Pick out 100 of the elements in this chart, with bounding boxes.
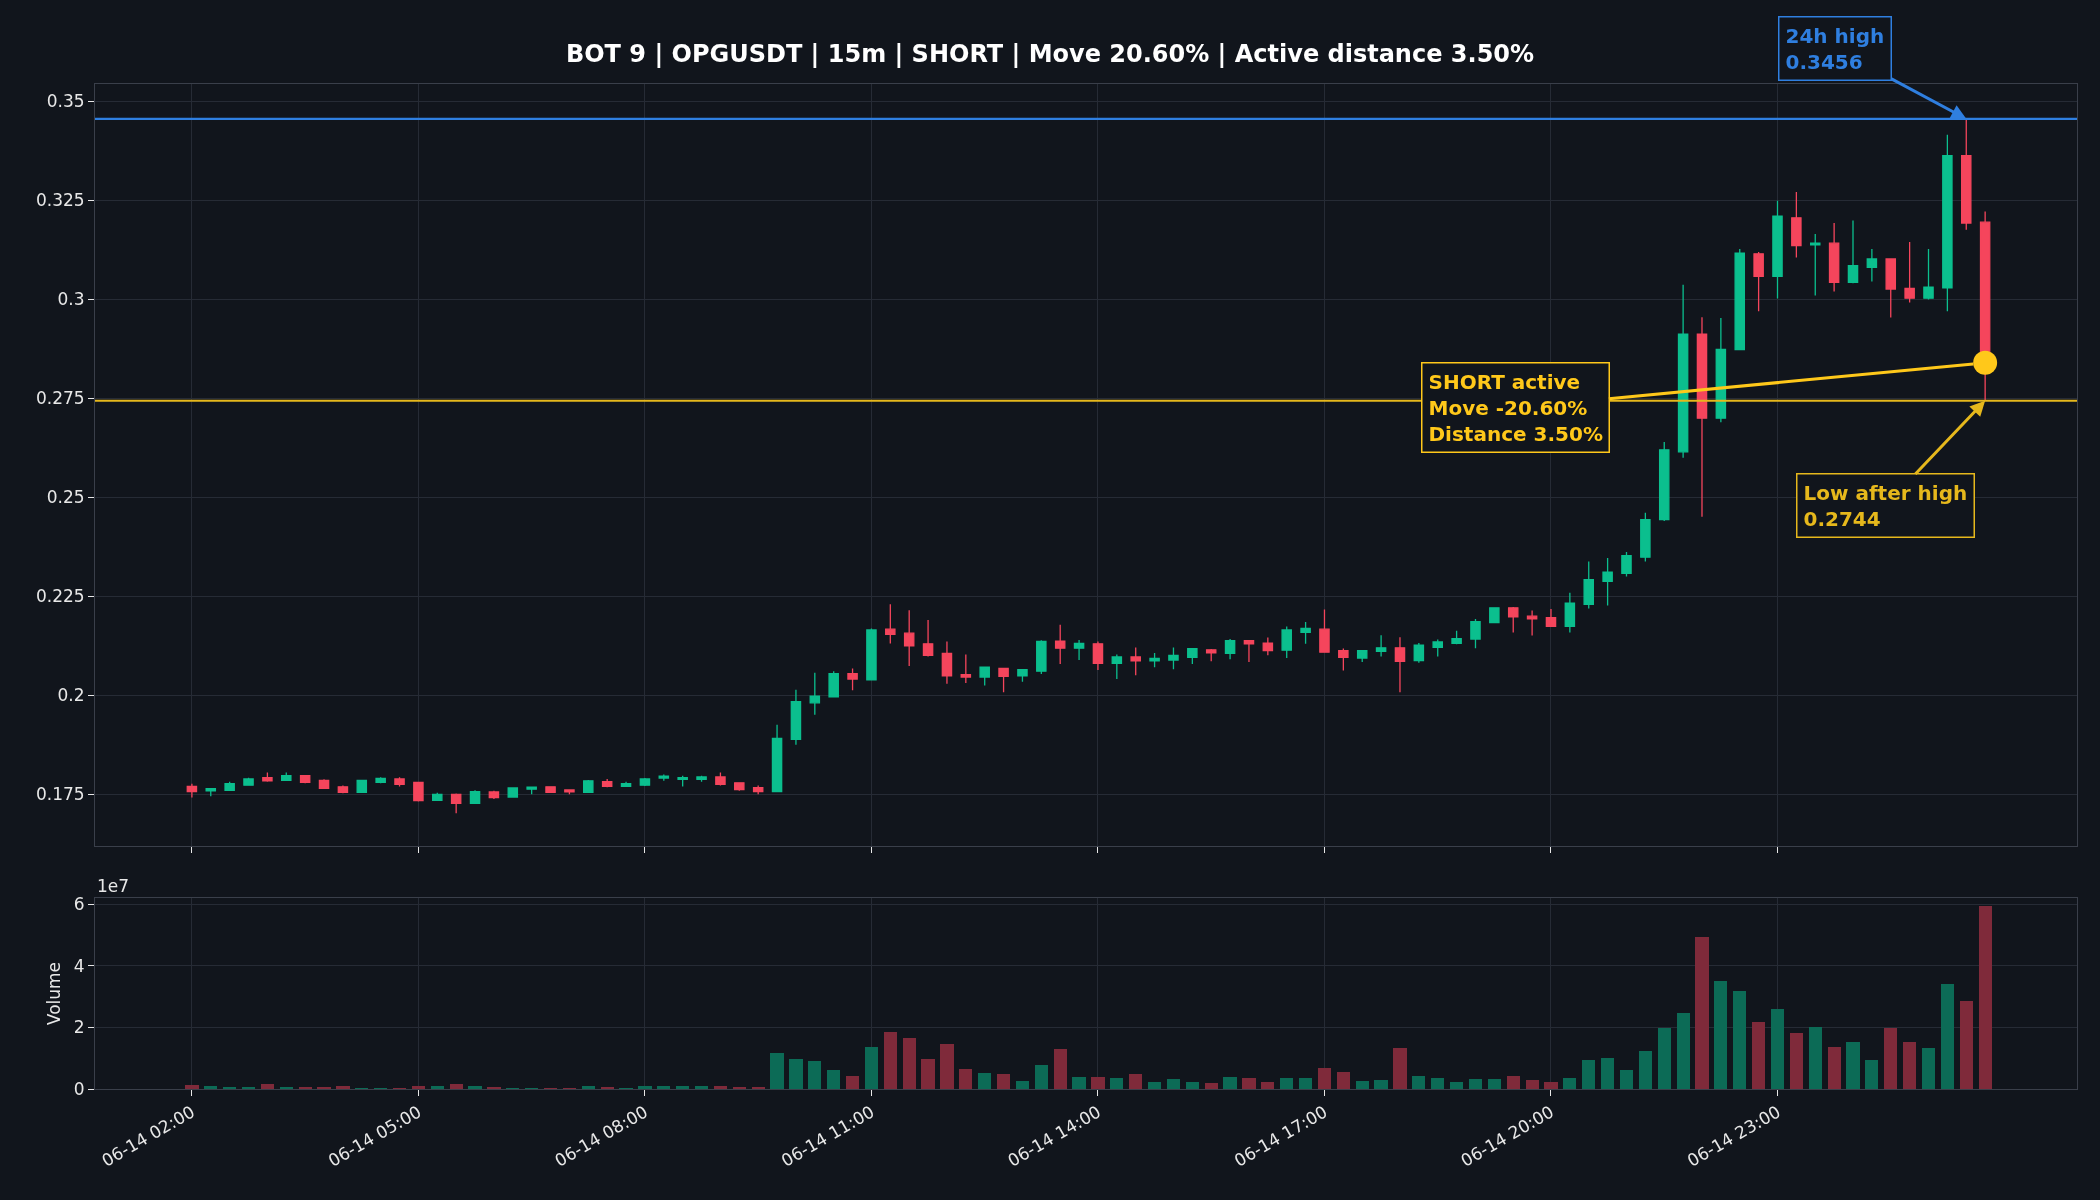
candlestick [1545, 608, 1557, 628]
bar [997, 1074, 1010, 1089]
bar [808, 1061, 821, 1089]
candlestick [1149, 652, 1160, 668]
bar [582, 1086, 595, 1089]
bar [204, 1086, 217, 1089]
bar [1790, 1033, 1803, 1089]
bar [1488, 1079, 1501, 1089]
y-tick-label: 0.225 [35, 586, 85, 607]
candlestick [866, 627, 877, 681]
candlestick [1432, 638, 1443, 658]
bar [1261, 1082, 1274, 1089]
bar [1544, 1082, 1558, 1089]
y-tick-label: 0.175 [35, 784, 85, 805]
bar [1639, 1051, 1652, 1089]
bar [1318, 1068, 1331, 1089]
candlestick [1168, 646, 1179, 670]
candlestick [715, 771, 726, 787]
bar [1469, 1079, 1482, 1089]
candlestick [1923, 248, 1934, 301]
y-tick-label: 0.25 [46, 487, 85, 508]
bar [1809, 1027, 1822, 1089]
bar [638, 1086, 652, 1089]
candlestick [1262, 636, 1274, 656]
candlestick [450, 792, 462, 814]
candlestick [696, 775, 707, 783]
bar [1337, 1072, 1350, 1089]
candlestick [318, 778, 330, 790]
bar [1865, 1060, 1878, 1089]
bar [1582, 1060, 1595, 1089]
candlestick [979, 666, 990, 687]
bar [1450, 1082, 1463, 1089]
candlestick [1054, 624, 1066, 665]
bar [1601, 1058, 1614, 1089]
candlestick [186, 782, 198, 799]
bar [1563, 1078, 1576, 1089]
candlestick [1507, 606, 1519, 634]
candlestick [1885, 258, 1897, 319]
bar [1186, 1082, 1199, 1089]
bar [1223, 1077, 1237, 1089]
candlestick [639, 777, 651, 787]
bar [978, 1073, 991, 1089]
candlestick [1791, 191, 1802, 259]
bar [1242, 1078, 1256, 1089]
bar [1148, 1082, 1161, 1089]
bar [1752, 1022, 1765, 1089]
candlestick [243, 777, 254, 787]
annotation: Low after high 0.2744 [1803, 480, 1968, 531]
candlestick [1413, 642, 1425, 664]
candlestick [1111, 653, 1123, 680]
candlestick [337, 784, 349, 794]
bar [940, 1044, 954, 1089]
candlestick [1942, 134, 1953, 312]
bar [1960, 1001, 1973, 1089]
candlestick [658, 773, 670, 782]
y-tick-label: 6 [73, 894, 85, 915]
candlestick [1696, 316, 1708, 518]
bar [1110, 1078, 1123, 1089]
candlestick [1319, 608, 1330, 653]
bar [1299, 1078, 1312, 1089]
y-tick-label: 0.275 [35, 388, 85, 409]
candlestick [1017, 668, 1028, 683]
bar [1922, 1048, 1935, 1089]
bar [450, 1084, 463, 1089]
bar [412, 1086, 425, 1089]
bar [1884, 1028, 1897, 1089]
candlestick [1036, 639, 1047, 675]
bar [1733, 991, 1746, 1089]
candlestick [1205, 648, 1217, 662]
y-tick-label: 4 [73, 955, 85, 976]
candlestick [1847, 219, 1859, 284]
candlestick [1772, 200, 1783, 300]
text: 1e7 [97, 876, 130, 896]
bar [185, 1085, 199, 1089]
bar [261, 1084, 274, 1089]
candlestick [1300, 621, 1311, 645]
candlestick [1224, 638, 1236, 660]
candlestick [1904, 241, 1915, 304]
candlestick [1130, 646, 1141, 676]
candlestick [885, 603, 896, 645]
candlestick [1187, 647, 1198, 665]
bar [1054, 1049, 1067, 1089]
bar [846, 1076, 859, 1089]
bar [1356, 1081, 1369, 1089]
bar [468, 1086, 482, 1089]
bar [1205, 1083, 1218, 1089]
bar [1280, 1078, 1293, 1089]
candlestick [281, 771, 292, 782]
candlestick [1866, 248, 1878, 283]
bar [1658, 1028, 1671, 1089]
candlestick [507, 787, 519, 798]
candlestick [564, 788, 575, 795]
candlestick [1583, 560, 1595, 610]
candlestick [771, 723, 783, 793]
bar [884, 1032, 897, 1089]
y-tick-label: 0 [73, 1078, 85, 1099]
bar [1677, 1013, 1690, 1089]
candlestick [1092, 640, 1104, 671]
bar [431, 1086, 444, 1089]
candlestick [677, 775, 688, 788]
